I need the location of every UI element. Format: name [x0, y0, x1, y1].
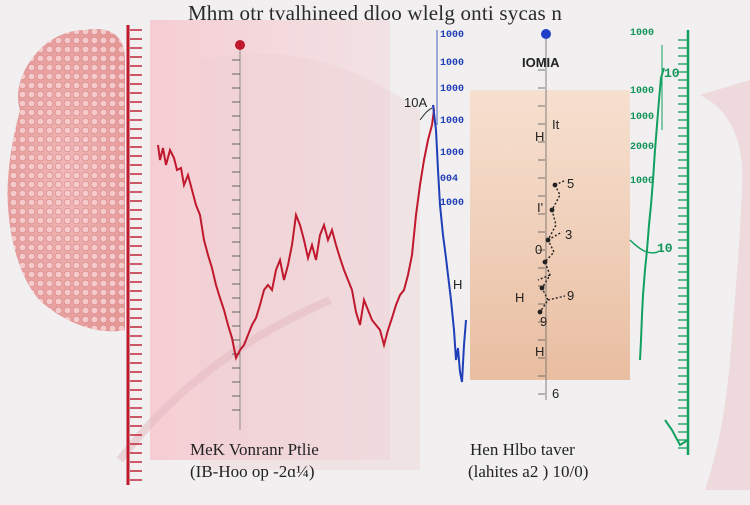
blue-trace	[432, 104, 467, 383]
center-header: IOMIA	[522, 55, 560, 70]
center-label: 9	[540, 314, 548, 329]
center-label: 9	[567, 288, 575, 303]
figure-title: Mhm otr tvalhineed dloo wlelg onti sycas…	[187, 1, 563, 25]
green-trace	[639, 67, 665, 361]
green-tick-label: 2000	[630, 142, 655, 153]
center-label: 6	[552, 386, 560, 401]
center-axis-ticks	[538, 69, 545, 395]
red-trace	[157, 124, 433, 362]
blue-tick-label: 1000	[440, 116, 465, 127]
center-label: H	[535, 344, 545, 359]
green-trace-base	[664, 419, 689, 447]
orange-band	[470, 90, 630, 380]
green-tick-label: 10	[664, 66, 680, 81]
red-trace-ticks	[232, 59, 240, 411]
green-tick-label: 1000	[630, 112, 655, 123]
blue-tick-label: 1000	[440, 198, 465, 209]
green-tick-label: 1000	[630, 28, 655, 39]
center-label: It	[552, 117, 560, 132]
peak-label: 10A	[404, 95, 428, 110]
callout-pointer	[419, 107, 433, 121]
right-caption-line1: Hen Hlbo taver	[470, 440, 575, 459]
center-label: 0	[535, 242, 543, 257]
green-callout	[629, 239, 659, 254]
left-axis-ticks	[130, 29, 142, 481]
chain-nodes	[537, 182, 558, 315]
anatomy-shadow	[200, 53, 420, 471]
blue-tick-label: 1000	[440, 84, 465, 95]
center-label: 5	[567, 176, 575, 191]
blue-tick-label: 1000	[440, 148, 465, 159]
center-label: H	[515, 290, 525, 305]
green-tick-label: 10	[657, 241, 673, 256]
center-label: H	[535, 129, 545, 144]
right-anatomy	[700, 80, 750, 490]
red-marker	[235, 40, 245, 50]
blue-tick-label: 1000	[440, 30, 465, 41]
center-label: I'	[537, 200, 544, 215]
center-label: 3	[565, 227, 573, 242]
vessel	[116, 296, 332, 463]
trace-label-h: H	[453, 277, 463, 292]
lung-illustration	[7, 29, 125, 332]
green-tick-label: 1000	[630, 86, 655, 97]
dotted-chain	[537, 179, 567, 313]
left-caption-line2: (IB-Hoo op -2ɑ¼)	[190, 462, 315, 481]
right-axis-ticks	[678, 39, 688, 449]
green-tick-label: 1000	[630, 176, 655, 187]
blue-tick-label: 004	[440, 174, 459, 185]
blue-marker	[541, 29, 551, 39]
left-caption-line1: MeK Vonranr Ptlie	[190, 440, 319, 459]
blue-tick-label: 1000	[440, 58, 465, 69]
right-caption-line2: (lahites a2 ) 10/0)	[468, 462, 589, 481]
